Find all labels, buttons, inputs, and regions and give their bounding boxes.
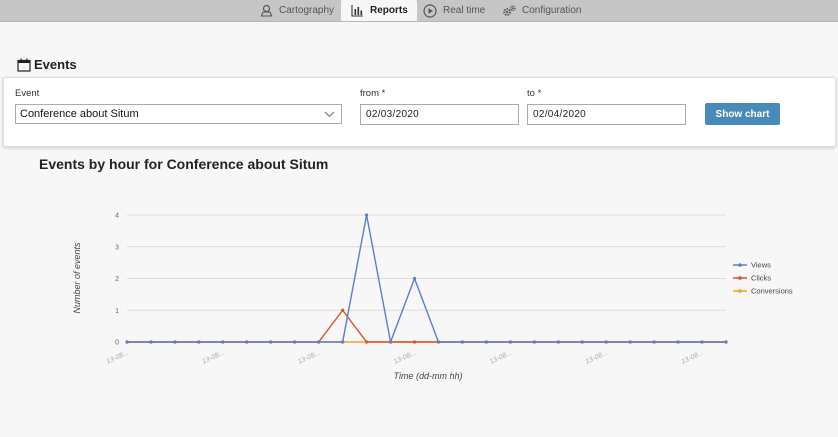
x-tick-label: 13-08... (680, 349, 705, 365)
series-line-views (127, 214, 726, 345)
tab-label: Real time (443, 5, 486, 16)
legend-label: Views (751, 261, 771, 270)
gears-icon (502, 4, 516, 18)
data-point-views (604, 340, 608, 344)
data-point-views (269, 340, 273, 344)
data-point-views (341, 340, 345, 344)
data-point-views (365, 213, 369, 217)
y-axis-label: Number of events (72, 242, 82, 314)
data-point-views (724, 340, 728, 344)
chevron-down-icon (324, 109, 335, 122)
data-point-views (173, 340, 177, 344)
legend-label: Conversions (751, 287, 793, 296)
tab-cartography[interactable]: Cartography (259, 0, 334, 21)
x-axis-label: Time (dd-mm hh) (394, 371, 463, 381)
section-title-text: Events (34, 57, 77, 72)
chart-title: Events by hour for Conference about Situ… (39, 156, 329, 172)
data-point-views (149, 340, 153, 344)
show-chart-button[interactable]: Show chart (705, 103, 780, 125)
y-tick-label: 3 (115, 244, 119, 251)
filter-panel: Event Conference about Situm from * to *… (3, 77, 836, 147)
data-point-views (317, 340, 321, 344)
y-tick-label: 4 (115, 213, 119, 220)
bar-chart-icon (350, 4, 364, 18)
legend-item-clicks[interactable]: Clicks (733, 274, 771, 283)
data-point-views (221, 340, 225, 344)
legend-item-views[interactable]: Views (733, 261, 771, 270)
map-pin-icon (259, 4, 273, 18)
tab-label: Cartography (279, 5, 335, 16)
from-date-input[interactable] (360, 104, 519, 125)
data-point-clicks (365, 340, 369, 344)
data-point-clicks (341, 308, 345, 312)
data-point-views (700, 340, 704, 344)
data-point-views (676, 340, 680, 344)
data-point-clicks (412, 340, 417, 344)
data-point-views (628, 340, 632, 344)
page-title: Events (17, 57, 77, 72)
x-tick-label: 13-08... (489, 349, 514, 365)
data-point-views (293, 340, 297, 344)
data-point-views (412, 276, 417, 281)
calendar-icon (17, 58, 31, 72)
data-point-views (436, 340, 441, 344)
top-nav: Cartography Reports Real time Configurat… (0, 0, 838, 22)
data-point-views (508, 340, 512, 344)
data-point-views (556, 340, 560, 344)
event-select-value: Conference about Situm (20, 108, 139, 120)
y-tick-label: 0 (115, 340, 119, 347)
legend-item-conversions[interactable]: Conversions (733, 287, 793, 296)
tab-label: Configuration (522, 5, 582, 16)
data-point-views (388, 340, 393, 344)
y-tick-label: 1 (115, 308, 119, 315)
data-point-views (460, 340, 465, 344)
data-point-views (245, 340, 249, 344)
x-tick-label: 13-08... (105, 349, 130, 365)
event-label: Event (15, 88, 40, 99)
data-point-views (532, 340, 536, 344)
x-tick-label: 13-08... (201, 349, 226, 365)
x-tick-label: 13-08... (297, 349, 322, 365)
data-point-views (580, 340, 584, 344)
data-point-views (652, 340, 656, 344)
y-tick-label: 2 (115, 276, 119, 283)
data-point-views (197, 340, 201, 344)
tab-reports[interactable]: Reports (341, 0, 417, 21)
event-select[interactable]: Conference about Situm (15, 104, 342, 124)
x-tick-label: 13-08... (393, 349, 418, 365)
series-line-clicks (127, 309, 726, 343)
to-label: to * (527, 88, 542, 99)
from-label: from * (360, 88, 386, 99)
data-point-views (484, 340, 488, 344)
to-date-input[interactable] (527, 104, 686, 125)
play-icon (423, 3, 437, 18)
x-tick-label: 13-08... (585, 349, 610, 365)
tab-label: Reports (370, 5, 408, 16)
data-point-views (125, 340, 129, 344)
legend-label: Clicks (751, 274, 771, 283)
tab-configuration[interactable]: Configuration (502, 0, 581, 21)
tab-real-time[interactable]: Real time (423, 0, 485, 21)
